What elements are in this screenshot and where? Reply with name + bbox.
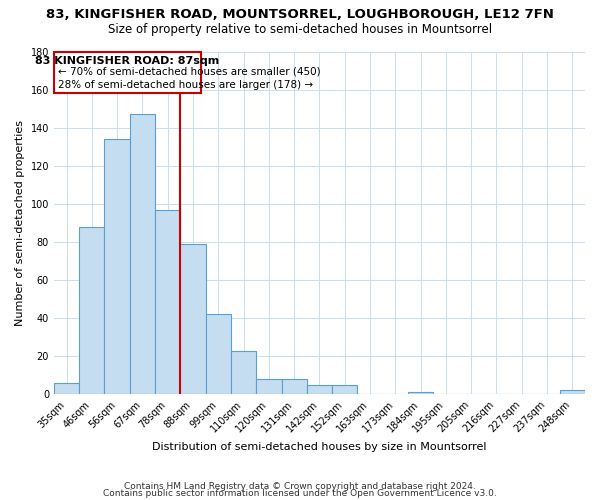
- Bar: [332, 385, 358, 394]
- Bar: [307, 385, 332, 394]
- Bar: [256, 379, 281, 394]
- FancyBboxPatch shape: [55, 52, 200, 94]
- Text: 28% of semi-detached houses are larger (178) →: 28% of semi-detached houses are larger (…: [58, 80, 313, 90]
- X-axis label: Distribution of semi-detached houses by size in Mountsorrel: Distribution of semi-detached houses by …: [152, 442, 487, 452]
- Bar: [130, 114, 155, 394]
- Bar: [79, 226, 104, 394]
- Bar: [206, 314, 231, 394]
- Y-axis label: Number of semi-detached properties: Number of semi-detached properties: [15, 120, 25, 326]
- Text: 83, KINGFISHER ROAD, MOUNTSORREL, LOUGHBOROUGH, LE12 7FN: 83, KINGFISHER ROAD, MOUNTSORREL, LOUGHB…: [46, 8, 554, 20]
- Text: Contains HM Land Registry data © Crown copyright and database right 2024.: Contains HM Land Registry data © Crown c…: [124, 482, 476, 491]
- Bar: [560, 390, 585, 394]
- Bar: [54, 383, 79, 394]
- Bar: [181, 244, 206, 394]
- Text: 83 KINGFISHER ROAD: 87sqm: 83 KINGFISHER ROAD: 87sqm: [35, 56, 220, 66]
- Bar: [408, 392, 433, 394]
- Text: Contains public sector information licensed under the Open Government Licence v3: Contains public sector information licen…: [103, 490, 497, 498]
- Bar: [231, 350, 256, 395]
- Bar: [155, 210, 181, 394]
- Bar: [104, 139, 130, 394]
- Text: ← 70% of semi-detached houses are smaller (450): ← 70% of semi-detached houses are smalle…: [58, 66, 321, 76]
- Bar: [281, 379, 307, 394]
- Text: Size of property relative to semi-detached houses in Mountsorrel: Size of property relative to semi-detach…: [108, 22, 492, 36]
